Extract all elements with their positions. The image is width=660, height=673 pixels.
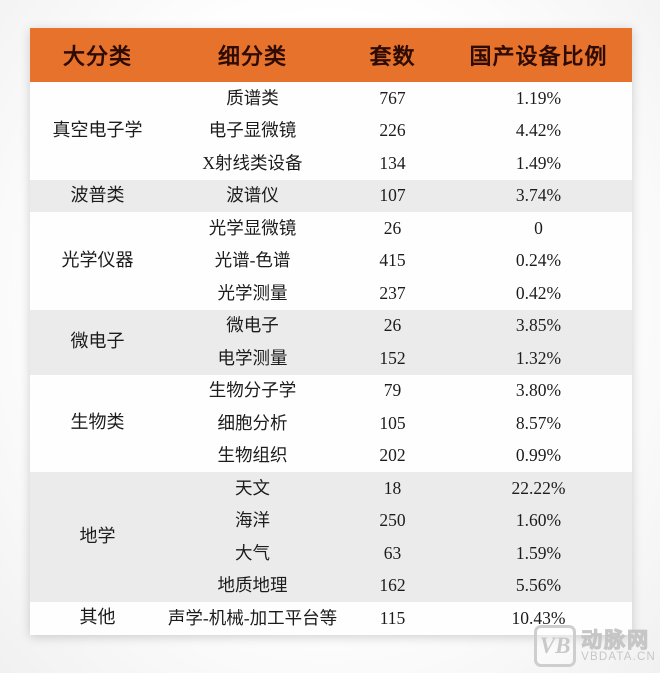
ratio-cell: 1.59% [445, 537, 632, 570]
count-cell: 767 [340, 82, 445, 115]
col-header-major-category: 大分类 [30, 28, 165, 82]
ratio-cell: 3.85% [445, 309, 632, 342]
count-cell: 18 [340, 472, 445, 505]
watermark-site-url: VBDATA.CN [581, 650, 656, 663]
subcategory-cell: 细胞分析 [165, 407, 340, 440]
header-row: 大分类 细分类 套数 国产设备比例 [30, 28, 632, 82]
count-cell: 26 [340, 212, 445, 245]
subcategory-cell: 大气 [165, 537, 340, 570]
ratio-cell: 5.56% [445, 569, 632, 602]
count-cell: 415 [340, 244, 445, 277]
equipment-category-table: 大分类 细分类 套数 国产设备比例 真空电子学 质谱类 767 1.19% 电子显微镜 2… [30, 28, 632, 635]
count-cell: 250 [340, 504, 445, 537]
subcategory-cell: 波谱仪 [165, 179, 340, 212]
count-cell: 107 [340, 179, 445, 212]
watermark-text: 动脉网 VBDATA.CN [581, 627, 656, 663]
subcategory-cell: 电学测量 [165, 342, 340, 375]
subcategory-cell: 天文 [165, 472, 340, 505]
ratio-cell: 1.60% [445, 504, 632, 537]
subcategory-cell: 光谱-色谱 [165, 244, 340, 277]
subcategory-cell: 声学-机械-加工平台等 [165, 602, 340, 635]
ratio-cell: 0.99% [445, 439, 632, 472]
watermark: VB 动脉网 VBDATA.CN [534, 625, 656, 667]
count-cell: 105 [340, 407, 445, 440]
table-row: 其他 声学-机械-加工平台等 115 10.43% [30, 602, 632, 635]
count-cell: 134 [340, 147, 445, 180]
col-header-set-count: 套数 [340, 28, 445, 82]
count-cell: 226 [340, 114, 445, 147]
table-row: 地学 天文 18 22.22% [30, 472, 632, 602]
ratio-cell: 0 [445, 212, 632, 245]
watermark-site-name: 动脉网 [581, 627, 651, 652]
table-row: 微电子 微电子 26 3.85% [30, 309, 632, 375]
ratio-cell: 3.74% [445, 179, 632, 212]
count-cell: 162 [340, 569, 445, 602]
table-row: 电学测量 152 1.32% [30, 342, 632, 375]
category-cell: 生物类 [30, 374, 165, 472]
subcategory-cell: 微电子 [165, 309, 340, 342]
ratio-cell: 1.32% [445, 342, 632, 375]
table-row: 波普类 波谱仪 107 3.74% [30, 179, 632, 212]
count-cell: 115 [340, 602, 445, 635]
count-cell: 152 [340, 342, 445, 375]
table-row: 生物类 生物分子学 79 3.80% [30, 374, 632, 472]
vbdata-logo-icon: VB [534, 625, 577, 667]
table-body: 真空电子学 质谱类 767 1.19% 电子显微镜 226 4.42% X射线类设备 134 1.… [30, 82, 632, 635]
table-row: 海洋 250 1.60% [30, 504, 632, 537]
subcategory-cell: 光学测量 [165, 277, 340, 310]
count-cell: 79 [340, 374, 445, 407]
ratio-cell: 0.24% [445, 244, 632, 277]
category-cell: 波普类 [30, 179, 165, 212]
count-cell: 237 [340, 277, 445, 310]
data-table: 大分类 细分类 套数 国产设备比例 真空电子学 质谱类 767 1.19% 电子显微镜 2… [30, 28, 632, 635]
table-row: 大气 63 1.59% [30, 537, 632, 570]
subcategory-cell: 地质地理 [165, 569, 340, 602]
ratio-cell: 8.57% [445, 407, 632, 440]
ratio-cell: 4.42% [445, 114, 632, 147]
table-row: 地质地理 162 5.56% [30, 569, 632, 602]
count-cell: 63 [340, 537, 445, 570]
ratio-cell: 0.42% [445, 277, 632, 310]
category-cell: 其他 [30, 602, 165, 635]
category-cell: 地学 [30, 472, 165, 602]
table-row: 电子显微镜 226 4.42% [30, 114, 632, 147]
subcategory-cell: 电子显微镜 [165, 114, 340, 147]
subcategory-cell: 光学显微镜 [165, 212, 340, 245]
ratio-cell: 3.80% [445, 374, 632, 407]
count-cell: 202 [340, 439, 445, 472]
category-cell: 真空电子学 [30, 82, 165, 180]
ratio-cell: 1.19% [445, 82, 632, 115]
subcategory-cell: 生物分子学 [165, 374, 340, 407]
col-header-domestic-ratio: 国产设备比例 [445, 28, 632, 82]
table-row: 光学仪器 光学显微镜 26 0 [30, 212, 632, 310]
count-cell: 26 [340, 309, 445, 342]
subcategory-cell: 生物组织 [165, 439, 340, 472]
table-row: 真空电子学 质谱类 767 1.19% [30, 82, 632, 180]
subcategory-cell: 质谱类 [165, 82, 340, 115]
table-row: 细胞分析 105 8.57% [30, 407, 632, 440]
subcategory-cell: X射线类设备 [165, 147, 340, 180]
table-row: 光谱-色谱 415 0.24% [30, 244, 632, 277]
subcategory-cell: 海洋 [165, 504, 340, 537]
table-row: 生物组织 202 0.99% [30, 439, 632, 472]
category-cell: 微电子 [30, 309, 165, 375]
table-header: 大分类 细分类 套数 国产设备比例 [30, 28, 632, 82]
ratio-cell: 22.22% [445, 472, 632, 505]
col-header-sub-category: 细分类 [165, 28, 340, 82]
ratio-cell: 1.49% [445, 147, 632, 180]
table-row: 光学测量 237 0.42% [30, 277, 632, 310]
table-row: X射线类设备 134 1.49% [30, 147, 632, 180]
category-cell: 光学仪器 [30, 212, 165, 310]
